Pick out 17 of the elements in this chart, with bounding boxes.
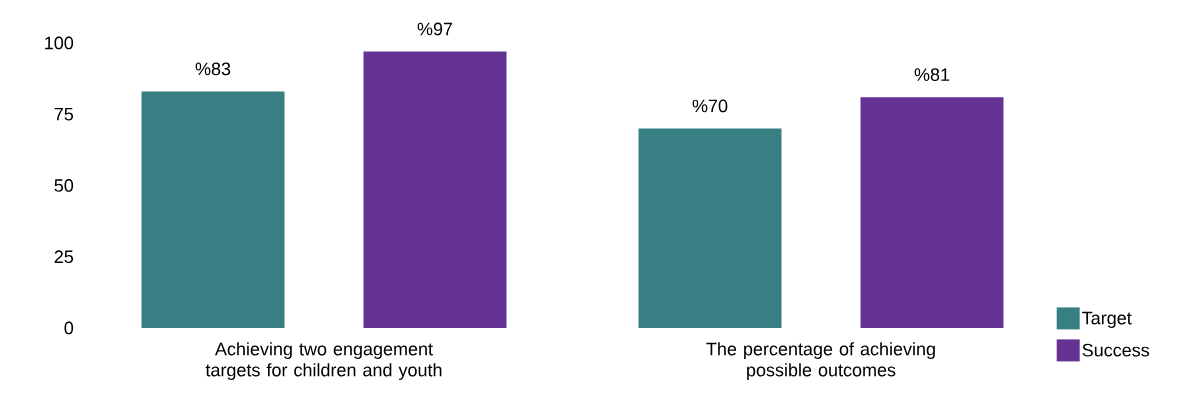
y-tick-label: 0 (64, 321, 74, 335)
data-label: %83 (195, 62, 231, 76)
legend-label: Target (1082, 311, 1132, 328)
bar (141, 91, 285, 328)
bar (638, 128, 782, 328)
y-tick-label: 100 (45, 36, 74, 50)
data-label: %70 (692, 99, 728, 113)
y-tick-label: 25 (54, 250, 74, 264)
y-tick-label: 75 (54, 107, 74, 121)
y-tick-label: 50 (54, 179, 74, 192)
legend-label: Success (1082, 343, 1150, 357)
x-tick-label: Achieving two engagement targets for children and youth (205, 342, 442, 380)
data-label: %81 (914, 68, 950, 81)
bar (363, 51, 507, 328)
x-tick-label: The percentage of achieving possible outcomes (706, 342, 935, 380)
data-label: %97 (417, 22, 453, 36)
bar (860, 97, 1004, 328)
